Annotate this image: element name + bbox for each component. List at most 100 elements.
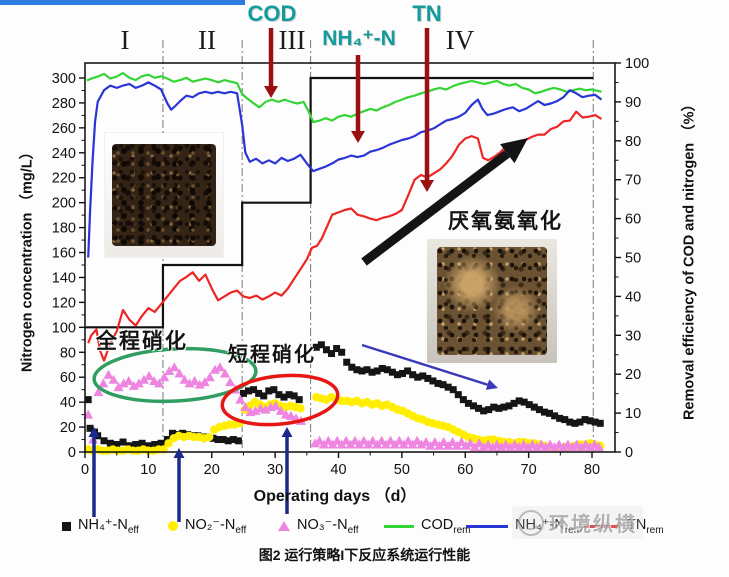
decline-trend-arrow-head	[485, 379, 498, 390]
square-point	[485, 406, 493, 414]
square-point	[419, 372, 427, 380]
figure-caption: 图2 运行策略I下反应系统运行性能	[258, 547, 471, 563]
triangle-point	[189, 375, 200, 385]
square-point	[399, 369, 407, 377]
highlight-ellipse	[92, 346, 258, 404]
triangle-point	[558, 442, 569, 452]
square-point	[343, 358, 351, 366]
square-point	[295, 396, 303, 404]
y-left-tick-label: 140	[52, 270, 76, 286]
square-point	[490, 403, 498, 411]
triangle-point	[385, 435, 396, 445]
square-point	[270, 386, 278, 394]
square-point	[414, 373, 422, 381]
y-left-tick-label: 240	[52, 146, 76, 162]
square-point	[285, 391, 293, 399]
y-left-tick-label: 160	[52, 246, 76, 262]
triangle-point	[314, 435, 325, 445]
phase-label-4: IV	[445, 25, 475, 55]
x-tick-label: 10	[140, 462, 156, 478]
triangle-point	[522, 442, 533, 452]
triangle-point	[113, 382, 124, 392]
triangle-point	[474, 438, 485, 448]
x-tick-label: 0	[81, 462, 89, 478]
y-right-tick-label: 100	[625, 56, 649, 72]
legend-item-no3-eff: NO₃⁻-Neff	[278, 517, 359, 535]
tn-annotation-label: TN	[412, 1, 442, 26]
triangle-point	[496, 442, 507, 452]
triangle-point	[250, 405, 261, 415]
triangle-point	[420, 437, 431, 447]
square-point	[439, 381, 447, 389]
triangle-point	[144, 370, 155, 380]
triangle-point	[123, 375, 134, 385]
square-point	[312, 343, 320, 351]
pointer-arrow-head	[420, 180, 434, 192]
square-point	[409, 371, 417, 379]
left-y-axis-title: Nitrogen concentration （mg/L）	[19, 144, 36, 373]
legend-label: TNrem	[627, 516, 664, 536]
triangle-point	[349, 435, 360, 445]
trend-arrows	[361, 138, 528, 390]
square-point	[561, 416, 569, 424]
square-point	[250, 386, 258, 394]
square-point	[132, 441, 140, 449]
y-right-tick-label: 20	[625, 367, 641, 383]
square-point	[429, 377, 437, 385]
triangle-point	[194, 379, 205, 389]
triangle-point	[159, 372, 170, 382]
anammox-trend-arrow-head	[500, 138, 528, 164]
x-tick-label: 40	[330, 462, 346, 478]
square-point	[454, 391, 462, 399]
triangle-point	[416, 439, 427, 449]
triangle-point	[549, 442, 560, 452]
y-left-tick-label: 120	[52, 295, 76, 311]
legend-item-tn-rem: TNrem	[584, 517, 664, 535]
sponge-carrier-dark-image	[112, 144, 216, 246]
square-point	[368, 368, 376, 376]
square-point	[363, 366, 371, 374]
y-left-tick-label: 40	[60, 395, 76, 411]
triangle-point	[179, 374, 190, 384]
square-point	[459, 396, 467, 404]
square-point	[540, 408, 548, 416]
triangle-point	[505, 442, 516, 452]
top-blue-bar	[0, 0, 245, 5]
triangle-point	[531, 442, 542, 452]
square-point	[157, 439, 165, 447]
triangle-point	[240, 402, 251, 412]
watermark-logo-icon	[518, 509, 544, 536]
triangle-point	[164, 365, 175, 375]
legend-label: NH₄⁺-Neff	[78, 516, 139, 536]
square-point	[322, 346, 330, 354]
y-left-tick-label: 20	[60, 420, 76, 436]
event-arrow-head	[281, 427, 293, 437]
partial-nitrification-label: 短程硝化	[228, 344, 316, 366]
x-tick-label: 60	[457, 462, 473, 478]
square-point	[383, 366, 391, 374]
watermark-text: 环境纵横	[549, 514, 637, 536]
y-right-tick-label: 40	[625, 289, 641, 305]
triangle-point	[225, 377, 236, 387]
triangle-marker-icon	[278, 521, 290, 531]
square-point	[219, 436, 227, 444]
square-point	[515, 397, 523, 405]
square-point	[106, 439, 114, 447]
NH4+-N_rem-series	[87, 81, 603, 258]
y-right-tick-label: 70	[625, 173, 641, 189]
triangle-point	[514, 442, 525, 452]
square-point	[596, 419, 604, 427]
square-point	[530, 403, 538, 411]
blue-line-marker-icon	[466, 524, 508, 528]
event-arrow-head	[173, 448, 185, 458]
triangle-point	[220, 368, 231, 378]
square-point	[239, 389, 247, 397]
watermark-swoosh-icon	[521, 514, 541, 532]
circle-point	[205, 432, 214, 442]
red-line-marker-icon	[584, 524, 620, 528]
triangle-point	[138, 374, 149, 384]
square-point	[317, 341, 325, 349]
triangle-point	[199, 377, 210, 387]
legend-label: NO₃⁻-Neff	[297, 516, 359, 536]
square-point	[449, 386, 457, 394]
